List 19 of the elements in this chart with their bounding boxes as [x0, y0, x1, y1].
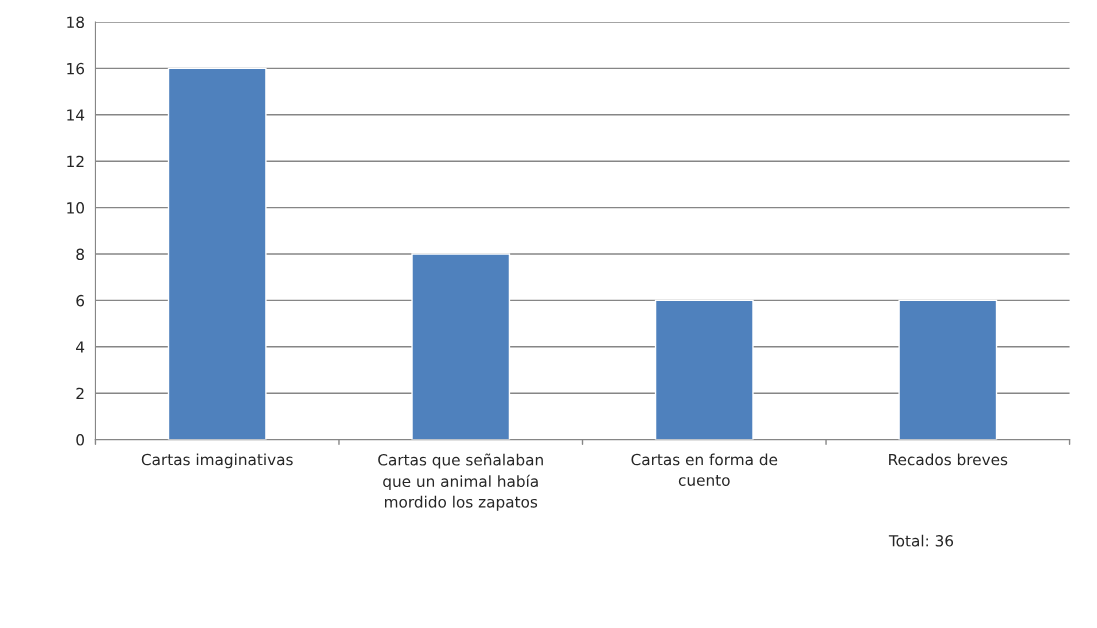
y-tick-label: 18 — [67, 16, 84, 28]
bar — [898, 299, 998, 440]
x-tick-label: Cartas en forma de cuento — [631, 453, 778, 486]
y-tick-label: 14 — [67, 109, 85, 121]
bar — [411, 253, 511, 440]
y-tick-label: 12 — [67, 155, 84, 167]
x-tick-label: Cartas que señalaban que un animal había mordido los zapatos — [378, 453, 543, 511]
y-tick-label: 6 — [76, 294, 85, 307]
bar — [654, 299, 754, 440]
y-tick-label: 16 — [67, 62, 85, 75]
text: Total: 36 — [888, 534, 954, 547]
y-tick-label: 4 — [76, 341, 85, 353]
y-tick-label: 2 — [76, 387, 84, 399]
x-tick-label: Recados breves — [889, 453, 1008, 466]
x-tick-label: Cartas imaginativas — [141, 453, 293, 469]
y-tick-label: 8 — [76, 248, 84, 261]
bar — [167, 67, 267, 440]
y-tick-label: 0 — [76, 434, 85, 446]
y-tick-label: 10 — [67, 202, 85, 214]
